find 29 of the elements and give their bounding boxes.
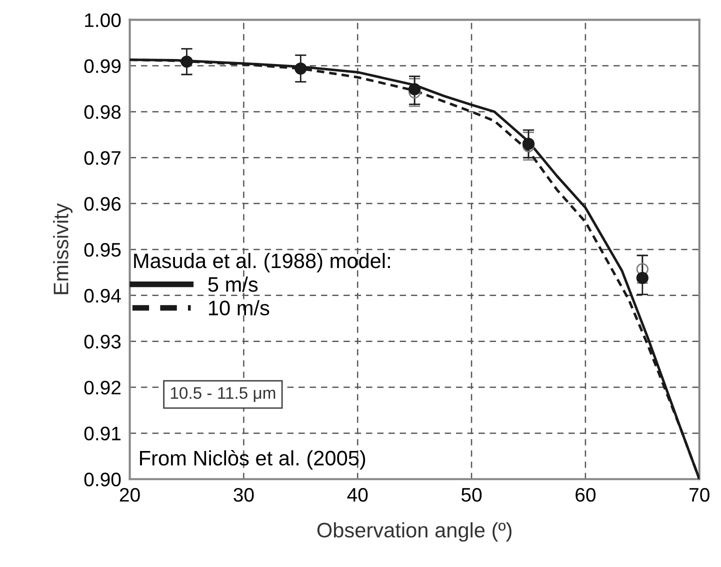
y-tick-label: 0.94	[84, 288, 121, 303]
point	[636, 272, 648, 284]
point	[522, 138, 535, 150]
annotation: 10.5 - 11.5 μm	[170, 387, 276, 402]
y-tick-label: 1.00	[85, 13, 121, 28]
y-tick-label: 0.99	[84, 59, 121, 74]
point	[180, 56, 193, 68]
x-tick-label: 20	[120, 488, 140, 502]
y-tick-label: 0.93	[84, 334, 121, 349]
y-tick-label: 0.97	[84, 151, 120, 165]
x-tick-label: 70	[690, 488, 710, 502]
x-tick-label: 30	[234, 488, 254, 502]
x-axis-title: Observation angle (º)	[317, 522, 512, 542]
x-tick-label: 40	[347, 488, 368, 502]
y-tick-label: 0.92	[84, 380, 120, 394]
legend-label: 10 m/s	[209, 300, 270, 316]
y-tick-label: 0.96	[84, 197, 121, 211]
x-tick-label: 60	[576, 488, 596, 502]
y-tick-label: 0.91	[84, 426, 120, 440]
legend-label: 5 m/s	[208, 276, 258, 292]
y-axis-title: Emissivity	[53, 203, 72, 294]
point	[408, 83, 421, 96]
y-tick-label: 0.95	[84, 242, 121, 257]
annotation: From Niclòs et al. (2005)	[140, 450, 366, 470]
y-tick-label: 0.98	[84, 105, 121, 119]
x-tick-label: 50	[462, 488, 482, 502]
y-tick-label: 0.90	[84, 472, 121, 486]
point	[294, 62, 307, 75]
legend-title: Masuda et al. (1988) model:	[134, 252, 390, 272]
